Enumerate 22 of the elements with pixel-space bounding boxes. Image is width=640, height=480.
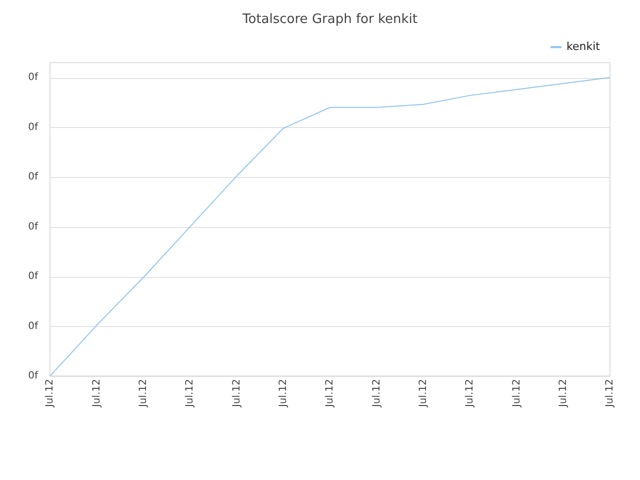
x-tick-label: Jul.12 (278, 379, 289, 408)
x-tick-label: Jul.12 (511, 379, 522, 408)
x-tick-label: Jul.12 (324, 379, 336, 408)
text: 0f (28, 122, 38, 133)
text: 0f (28, 72, 38, 84)
x-tick-label: Jul.12 (138, 379, 149, 408)
text: 0f (28, 320, 38, 332)
x-tick-label: Jul.12 (371, 379, 382, 408)
text: 0f (28, 271, 38, 282)
x-tick-label: Jul.12 (184, 379, 196, 408)
x-tick-label: Jul.12 (231, 379, 242, 408)
text: 0f (28, 172, 38, 183)
x-tick-label: Jul.12 (558, 379, 569, 408)
x-tick-label: Jul.12 (44, 379, 56, 408)
text: 0f (28, 221, 38, 232)
x-tick-label: Jul.12 (91, 379, 102, 408)
x-tick-label: Jul.12 (418, 379, 429, 408)
x-tick-label: Jul.12 (604, 379, 616, 408)
legend-label: kenkit (566, 40, 601, 53)
x-tick-label: Jul.12 (464, 379, 476, 408)
text: 0f (28, 370, 38, 382)
chart-title: Totalscore Graph for kenkit (242, 12, 418, 28)
